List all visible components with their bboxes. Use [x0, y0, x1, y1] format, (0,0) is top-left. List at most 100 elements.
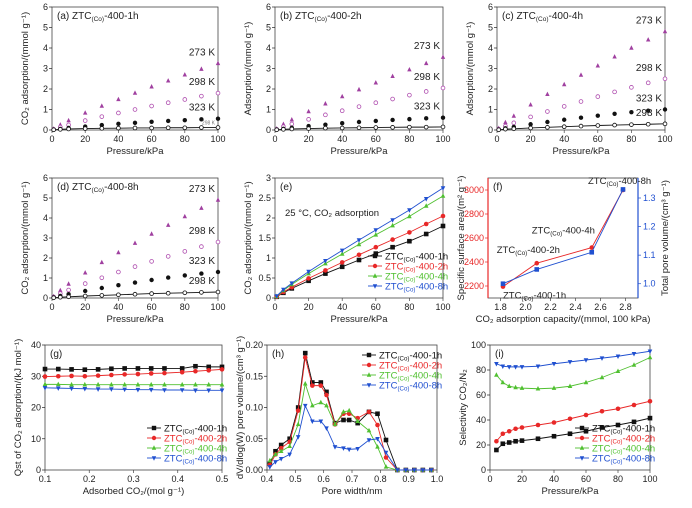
square-marker	[366, 352, 372, 358]
circle-marker	[562, 117, 567, 122]
open-circle-marker	[662, 121, 668, 127]
down-triangle-marker	[355, 446, 360, 452]
down-triangle-marker	[324, 426, 329, 431]
panel-label: (g)	[50, 349, 62, 360]
triangle-marker	[407, 213, 412, 219]
circle-marker	[423, 221, 429, 227]
panel-label: (i)	[495, 349, 504, 360]
triangle-marker	[519, 385, 525, 390]
circle-marker	[182, 273, 187, 278]
circle-marker	[375, 422, 380, 428]
circle-marker	[132, 280, 138, 285]
circle-marker	[109, 372, 114, 378]
circle-marker	[595, 113, 600, 118]
triangle-marker	[83, 270, 88, 275]
down-triangle-marker	[339, 248, 345, 254]
open-circle-marker	[356, 125, 362, 131]
y-tick-label: 3	[43, 233, 48, 243]
circle-marker	[306, 276, 311, 281]
series-ZTC-Co-400-2h	[42, 367, 225, 379]
circle-marker	[551, 420, 557, 425]
x-tick-label: 20	[304, 302, 314, 312]
circle-marker	[278, 445, 284, 451]
open-circle-marker	[306, 117, 311, 122]
triangle-marker	[372, 273, 378, 278]
square-marker	[193, 363, 198, 369]
x-tick-label: 0.5	[289, 474, 302, 484]
x-tick-label: 60	[593, 134, 603, 144]
y2-tick-label: 1.2	[643, 222, 656, 232]
square-marker	[324, 389, 329, 395]
circle-marker	[646, 108, 651, 113]
x-tick-label: 20	[80, 134, 90, 144]
open-circle-marker	[215, 239, 221, 245]
triangle-marker	[166, 78, 171, 83]
y-tick-label: 40	[476, 415, 486, 425]
triangle-marker	[295, 421, 301, 427]
open-circle-marker	[390, 96, 395, 102]
circle-marker	[494, 438, 499, 444]
legend-entry: ZTC(Co)-400-4h	[164, 444, 227, 456]
down-triangle-marker	[583, 358, 589, 363]
down-triangle-marker	[513, 365, 518, 370]
circle-marker	[366, 362, 372, 368]
series-line	[276, 187, 444, 297]
panel-label: (h)	[272, 349, 284, 360]
circle-marker	[339, 260, 345, 265]
legend-entry: ZTC(Co)-400-1h	[592, 424, 655, 436]
x-tick-label: 100	[642, 474, 657, 484]
series-ZTC-Co-400-1h	[494, 415, 653, 453]
triangle-marker	[66, 281, 71, 286]
circle-marker	[356, 252, 362, 258]
legend: ZTC(Co)-400-1hZTC(Co)-400-2hZTC(Co)-400-…	[575, 424, 655, 466]
triangle-marker	[42, 381, 48, 387]
down-triangle-marker	[281, 287, 286, 293]
series-label: 273 K	[414, 41, 440, 52]
down-triangle-marker	[429, 468, 434, 473]
triangle-marker	[383, 464, 389, 469]
down-triangle-marker	[295, 435, 301, 440]
triangle-marker	[390, 73, 395, 78]
y-tick-label: 2600	[464, 233, 484, 243]
square-marker	[55, 366, 61, 372]
circle-marker	[583, 412, 589, 418]
down-triangle-marker	[366, 383, 372, 388]
triangle-marker	[302, 380, 308, 386]
circle-marker	[149, 277, 154, 283]
series-line	[502, 189, 624, 287]
open-circle-marker	[662, 76, 668, 82]
y-axis-label: Adsorption/(mmol g⁻¹)	[243, 22, 254, 116]
square-marker	[375, 411, 380, 417]
series-298-K: 298 K	[51, 276, 221, 301]
x-tick-label: 80	[180, 134, 190, 144]
triangle-marker	[567, 383, 573, 389]
series-label: 273 K	[189, 184, 215, 195]
y-tick-label: 2400	[464, 257, 484, 267]
open-circle-marker	[511, 120, 517, 126]
y-tick-label: 5	[266, 23, 271, 33]
series-label: 298 K	[189, 77, 215, 88]
triangle-marker	[99, 103, 104, 108]
circle-marker	[179, 369, 185, 375]
y-tick-label: 0	[43, 293, 48, 303]
series-273-K: 273 K	[51, 184, 221, 299]
triangle-marker	[494, 372, 499, 377]
triangle-marker	[579, 445, 585, 450]
open-circle-marker	[595, 123, 601, 128]
triangle-marker	[373, 80, 378, 85]
open-circle-marker	[578, 99, 584, 104]
triangle-marker	[424, 60, 429, 66]
plot-frame	[487, 177, 639, 299]
square-marker	[206, 364, 212, 370]
x-tick-label: 0.9	[402, 474, 415, 484]
triangle-marker	[528, 102, 533, 107]
triangle-marker	[273, 451, 278, 457]
x-axis-label: Pressure/kPa	[552, 146, 610, 157]
circle-marker	[390, 117, 395, 123]
triangle-marker	[551, 385, 557, 390]
x-tick-label: 60	[581, 474, 591, 484]
down-triangle-marker	[494, 361, 499, 367]
circle-marker	[535, 422, 541, 428]
open-circle-marker	[528, 114, 533, 120]
open-circle-marker	[578, 123, 584, 129]
